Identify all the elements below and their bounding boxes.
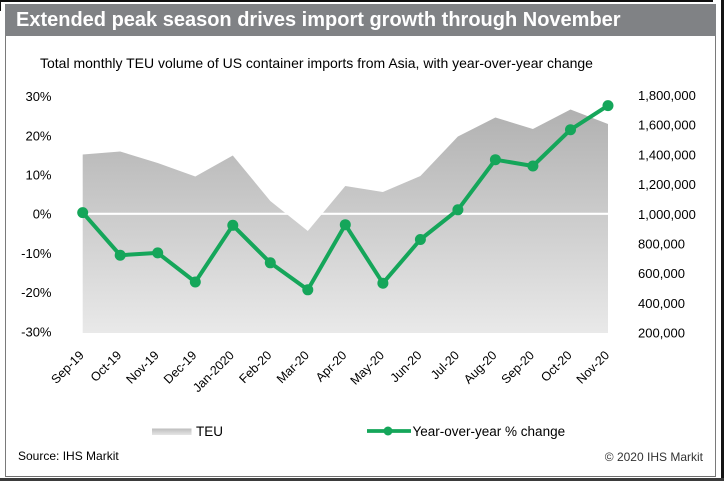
svg-text:Year-over-year % change: Year-over-year % change (413, 424, 566, 439)
svg-text:1,000,000: 1,000,000 (638, 207, 696, 222)
svg-text:Oct-20: Oct-20 (538, 348, 574, 384)
svg-text:-10%: -10% (21, 246, 52, 261)
svg-text:Nov-19: Nov-19 (123, 348, 161, 386)
svg-text:Apr-20: Apr-20 (313, 348, 349, 384)
svg-text:20%: 20% (25, 128, 51, 143)
svg-text:1,600,000: 1,600,000 (638, 118, 696, 133)
svg-text:May-20: May-20 (348, 348, 387, 387)
svg-text:Jan-2020: Jan-2020 (190, 348, 237, 395)
svg-text:0%: 0% (33, 207, 52, 222)
svg-text:1,200,000: 1,200,000 (638, 177, 696, 192)
svg-text:10%: 10% (25, 168, 51, 183)
svg-text:Jun-20: Jun-20 (388, 348, 425, 385)
svg-text:600,000: 600,000 (638, 266, 685, 281)
svg-text:1,400,000: 1,400,000 (638, 147, 696, 162)
svg-text:30%: 30% (25, 89, 51, 104)
svg-text:200,000: 200,000 (638, 326, 685, 341)
svg-text:Sep-19: Sep-19 (48, 348, 86, 386)
svg-text:Sep-20: Sep-20 (499, 348, 537, 386)
svg-text:1,800,000: 1,800,000 (638, 88, 696, 103)
svg-text:Feb-20: Feb-20 (237, 348, 275, 386)
svg-text:Nov-20: Nov-20 (574, 348, 612, 386)
svg-text:400,000: 400,000 (638, 296, 685, 311)
svg-text:Oct-19: Oct-19 (88, 348, 124, 384)
svg-text:TEU: TEU (196, 424, 223, 439)
svg-text:Jul-20: Jul-20 (428, 348, 462, 382)
svg-text:-30%: -30% (21, 324, 52, 339)
svg-text:Mar-20: Mar-20 (274, 348, 312, 386)
svg-text:Aug-20: Aug-20 (461, 348, 499, 386)
svg-text:-20%: -20% (21, 285, 52, 300)
svg-text:800,000: 800,000 (638, 237, 685, 252)
